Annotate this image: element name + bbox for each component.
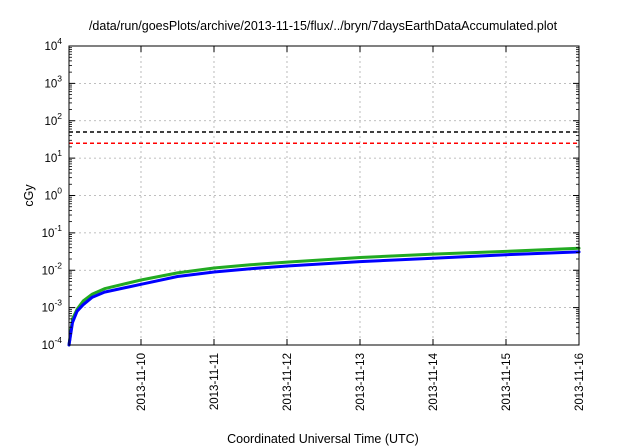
x-tick-label: 2013-11-15 (501, 353, 513, 411)
series-line-1 (67, 246, 581, 347)
x-axis-label: Coordinated Universal Time (UTC) (227, 432, 419, 446)
x-axis: 2013-11-10 2013-11-11 2013-11-12 2013-11-13… (136, 46, 586, 411)
x-tick-label: 2013-11-13 (355, 353, 367, 411)
grid (69, 46, 579, 345)
x-tick-label: 2013-11-12 (282, 353, 294, 411)
series-lines (67, 246, 581, 347)
y-tick-label: 10-3 (42, 298, 63, 315)
y-axis: 10-4 10-3 10-2 10-1 100 101 102 103 104 (42, 36, 579, 352)
threshold-lines (69, 131, 579, 145)
y-tick-label: 101 (44, 148, 62, 165)
series-line-2 (67, 250, 581, 347)
y-tick-label: 10-1 (42, 223, 63, 240)
y-tick-label: 102 (44, 111, 62, 128)
x-tick-label: 2013-11-14 (428, 352, 440, 411)
y-axis-label: cGy (22, 184, 36, 207)
chart-title: /data/run/goesPlots/archive/2013-11-15/f… (89, 19, 558, 33)
x-tick-label: 2013-11-16 (574, 353, 586, 411)
x-tick-label: 2013-11-11 (209, 353, 221, 410)
y-tick-label: 104 (44, 36, 62, 53)
y-tick-label: 10-4 (42, 335, 63, 352)
y-tick-label: 103 (44, 73, 62, 90)
x-tick-label: 2013-11-10 (136, 353, 148, 411)
y-tick-label: 10-2 (42, 260, 63, 277)
y-tick-label: 100 (44, 186, 62, 203)
